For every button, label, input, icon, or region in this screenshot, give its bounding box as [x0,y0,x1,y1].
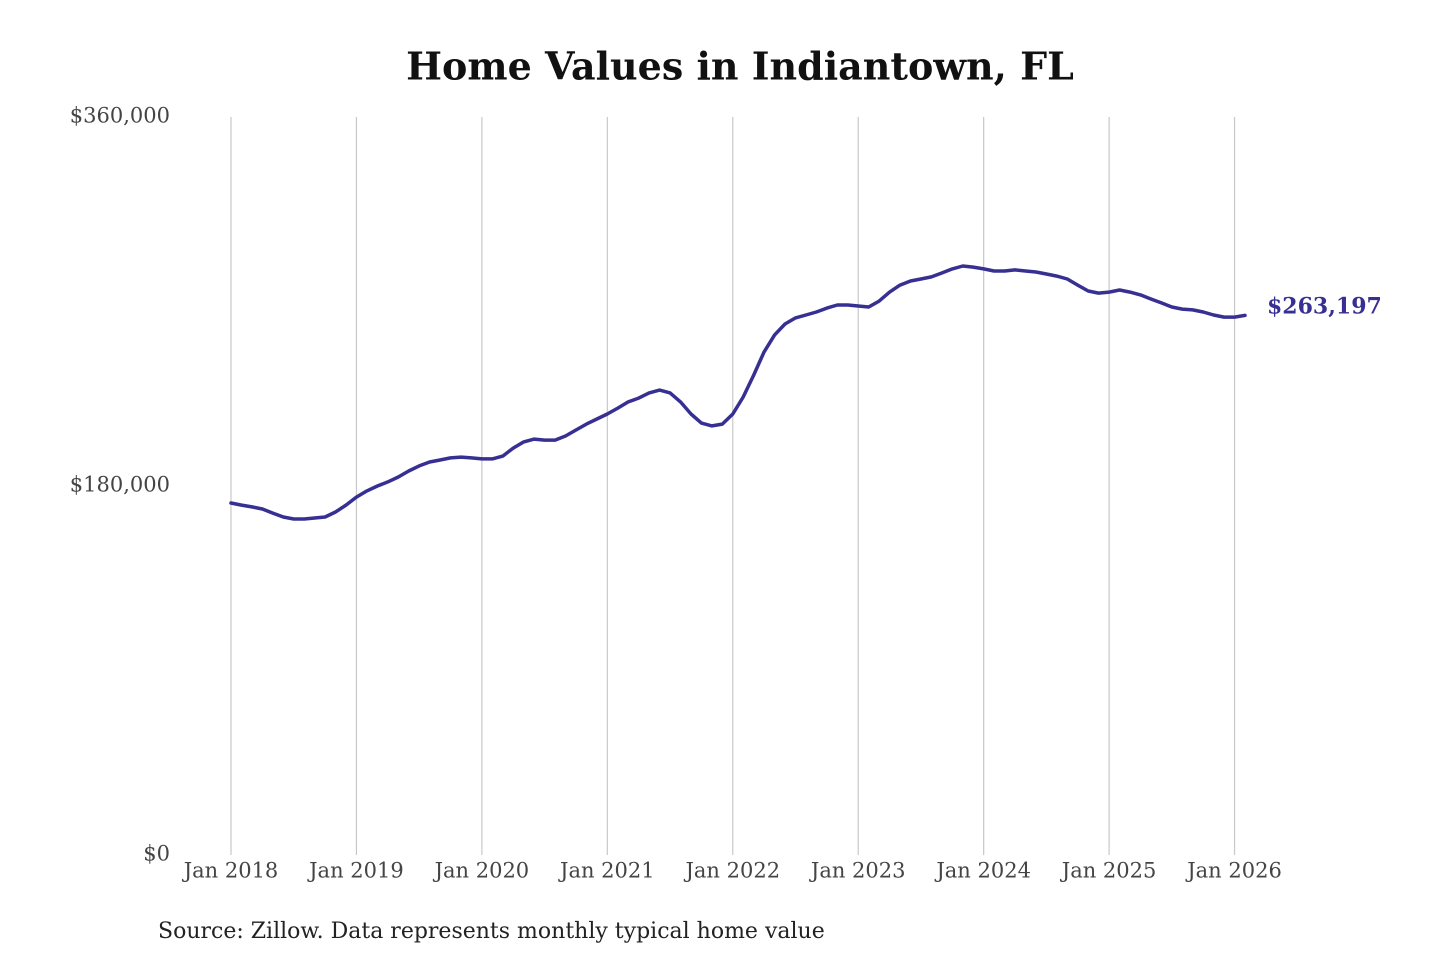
x-tick-label: Jan 2026 [1185,859,1282,883]
y-tick-label: $180,000 [70,473,170,497]
x-tick-label: Jan 2021 [558,859,655,883]
series-line [229,264,1247,521]
x-tick-label: Jan 2022 [683,859,780,883]
chart-title: Home Values in Indiantown, FL [406,44,1074,89]
y-tick-label: $360,000 [70,104,170,128]
x-tick-label: Jan 2023 [809,859,906,883]
value-label: $263,197 [1267,293,1382,319]
x-tick-label: Jan 2025 [1060,859,1157,883]
x-tick-label: Jan 2019 [307,859,404,883]
x-tick-label: Jan 2018 [182,859,279,883]
y-tick-label: $0 [143,842,170,866]
x-tick-label: Jan 2020 [433,859,530,883]
x-tick-label: Jan 2024 [934,859,1031,883]
source-note: Source: Zillow. Data represents monthly … [158,919,825,944]
